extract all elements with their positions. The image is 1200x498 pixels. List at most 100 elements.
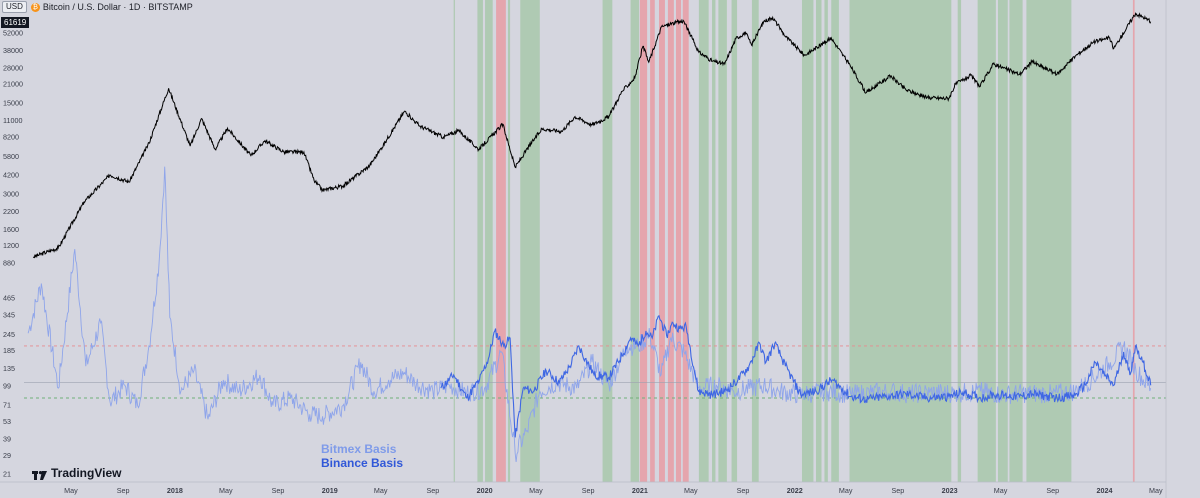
time-axis-tick-label: May	[529, 486, 543, 495]
basis-axis-tick-label: 245	[3, 330, 15, 339]
green-band	[712, 0, 716, 482]
green-band	[602, 0, 613, 482]
red-band	[667, 0, 674, 482]
highlight-bands	[453, 0, 1135, 482]
green-band	[849, 0, 952, 482]
price-axis-tick-label: 21000	[3, 80, 23, 89]
green-band	[630, 0, 640, 482]
basis-axis-tick-label: 71	[3, 400, 11, 409]
time-axis-tick-label: May	[64, 486, 78, 495]
price-axis-tick-label: 2200	[3, 207, 19, 216]
red-band	[1132, 0, 1135, 482]
green-band	[831, 0, 839, 482]
green-band	[1009, 0, 1023, 482]
time-axis-tick-label: Sep	[117, 486, 130, 495]
basis-axis-tick-label: 29	[3, 451, 11, 460]
right-axis	[1165, 0, 1200, 498]
price-axis: 52000 38000 28000 21000 15000 11000 8200 5800 42…	[3, 29, 23, 268]
price-axis-tick-label: 52000	[3, 29, 23, 38]
right-axis-bg	[1166, 0, 1200, 498]
bitcoin-icon: ₿	[30, 2, 40, 12]
green-band	[477, 0, 483, 482]
legend-bitmex: Bitmex Basis	[321, 442, 397, 456]
price-axis-tick-label: 3000	[3, 189, 19, 198]
green-band	[801, 0, 814, 482]
green-band	[731, 0, 738, 482]
basis-axis: 465 345 245 185 135 99 71 53 39 29 21	[3, 294, 15, 479]
price-axis-tick-label: 38000	[3, 46, 23, 55]
time-axis-tick-label: Sep	[582, 486, 595, 495]
time-axis-bg	[0, 482, 1200, 498]
symbol-title[interactable]: Bitcoin / U.S. Dollar · 1D · BITSTAMP	[42, 2, 193, 12]
price-axis-tick-label: 28000	[3, 63, 23, 72]
green-band	[815, 0, 822, 482]
time-axis-tick-label: Sep	[737, 486, 750, 495]
time-axis-tick-label: 2020	[477, 486, 493, 495]
red-band	[659, 0, 665, 482]
tradingview-logo-icon	[32, 469, 47, 480]
basis-axis-tick-label: 135	[3, 364, 15, 373]
tradingview-label: TradingView	[51, 466, 122, 480]
basis-axis-tick-label: 185	[3, 346, 15, 355]
binance-basis-line	[440, 314, 1152, 438]
btc-price-line	[32, 11, 1152, 259]
time-axis-tick-label: May	[1149, 486, 1163, 495]
green-band	[485, 0, 493, 482]
legend-binance: Binance Basis	[321, 456, 404, 470]
green-band	[997, 0, 1008, 482]
time-axis-tick-label: Sep	[426, 486, 439, 495]
green-band	[977, 0, 996, 482]
green-band	[718, 0, 727, 482]
time-axis-tick-label: May	[839, 486, 853, 495]
basis-axis-tick-label: 39	[3, 434, 11, 443]
currency-selector[interactable]: USD	[2, 1, 27, 13]
series-lines	[27, 11, 1152, 462]
time-axis-tick-label: 2021	[632, 486, 648, 495]
time-axis-tick-label: 2023	[942, 486, 958, 495]
time-axis-tick-label: 2018	[167, 486, 183, 495]
basis-axis-tick-label: 99	[3, 381, 11, 390]
time-axis-tick-label: Sep	[1046, 486, 1059, 495]
green-band	[453, 0, 455, 482]
time-axis-tick-label: Sep	[272, 486, 285, 495]
price-axis-tick-label: 8200	[3, 133, 19, 142]
time-axis-tick-label: May	[374, 486, 388, 495]
green-band	[957, 0, 962, 482]
price-axis-tick-label: 880	[3, 259, 15, 268]
threshold-lines	[24, 345, 1166, 399]
red-band	[496, 0, 506, 482]
tradingview-branding: TradingView	[32, 466, 121, 480]
time-axis-tick-label: May	[219, 486, 233, 495]
time-axis-tick-label: 2024	[1096, 486, 1112, 495]
price-axis-tick-label: 11000	[3, 116, 22, 125]
time-axis-tick-label: May	[994, 486, 1008, 495]
time-axis: May Sep 2018 May Sep 2019 May Sep 2020 May Sep 2021…	[0, 481, 1200, 498]
basis-axis-tick-label: 53	[3, 417, 11, 426]
price-axis-tick-label: 1200	[3, 241, 19, 250]
price-axis-tick-label: 15000	[3, 99, 23, 108]
green-band	[520, 0, 540, 482]
time-axis-tick-label: 2019	[322, 486, 338, 495]
last-price-label: 61619	[1, 17, 30, 28]
green-band	[698, 0, 709, 482]
basis-axis-tick-label: 21	[3, 470, 11, 479]
time-axis-tick-label: 2022	[787, 486, 803, 495]
green-band	[507, 0, 511, 482]
red-band	[650, 0, 655, 482]
bitmex-basis-line	[27, 166, 1152, 462]
green-band	[751, 0, 759, 482]
red-band	[675, 0, 682, 482]
time-axis-tick-label: May	[684, 486, 698, 495]
price-axis-tick-label: 4200	[3, 170, 19, 179]
time-axis-tick-label: Sep	[891, 486, 904, 495]
basis-axis-tick-label: 345	[3, 310, 15, 319]
green-band	[1026, 0, 1072, 482]
basis-axis-tick-label: 465	[3, 294, 15, 303]
red-band	[682, 0, 689, 482]
price-axis-tick-label: 1600	[3, 225, 19, 234]
red-band	[639, 0, 648, 482]
symbol-header: USD ₿ Bitcoin / U.S. Dollar · 1D · BITST…	[0, 0, 193, 14]
green-band	[824, 0, 828, 482]
